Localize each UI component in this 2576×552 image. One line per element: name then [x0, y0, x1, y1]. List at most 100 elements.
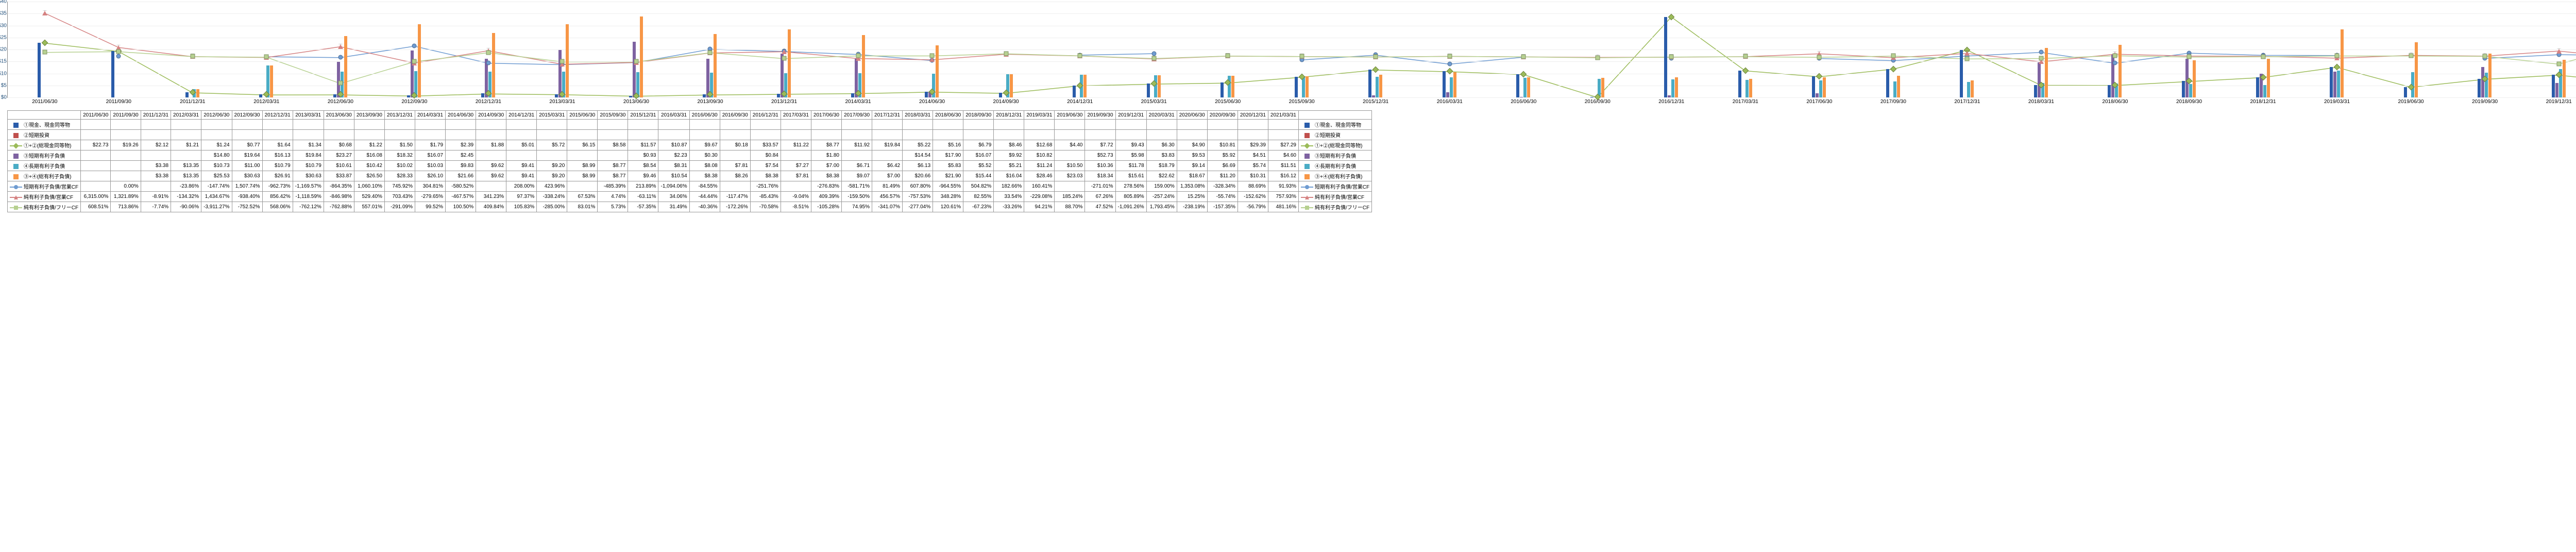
bar-s4 [558, 50, 562, 97]
x-label: 2012/09/30 [401, 99, 427, 105]
bar-s5 [1228, 76, 1231, 97]
x-label: 2018/03/31 [2028, 99, 2054, 105]
bar-s5 [1450, 77, 1453, 97]
bar-s1 [185, 92, 189, 97]
bar-s6 [2045, 48, 2048, 97]
row-s1: ①現金、現金同等物①現金、現金同等物 [8, 120, 1372, 130]
bar-s6 [1231, 76, 1234, 97]
marker-s9 [1817, 55, 1822, 59]
bar-s4 [1446, 92, 1449, 97]
x-label: 2018/09/30 [2176, 99, 2202, 105]
bar-s1 [703, 94, 706, 97]
bar-s1 [1368, 70, 1371, 97]
bar-s1 [999, 93, 1002, 97]
marker-s9 [930, 53, 935, 58]
bar-s6 [862, 35, 865, 97]
row-s5: ④長期有利子負債$3.38$13.35$10.73$11.00$10.79$10… [8, 161, 1372, 171]
bar-s5 [1893, 81, 1896, 97]
x-label: 2014/03/31 [845, 99, 871, 105]
marker-s3 [1742, 67, 1749, 74]
marker-s8 [2556, 48, 2562, 54]
bar-s6 [1306, 76, 1309, 97]
bar-s1 [2478, 79, 2481, 97]
bar-s6 [418, 24, 421, 97]
bar-s1 [259, 94, 262, 97]
bar-s6 [270, 65, 273, 97]
bar-s6 [2563, 60, 2566, 97]
bar-s4 [1668, 95, 1671, 97]
bar-s6 [1527, 77, 1530, 97]
marker-s9 [2261, 54, 2265, 59]
x-label: 2017/03/31 [1733, 99, 1758, 105]
marker-s9 [1151, 56, 1156, 61]
x-label: 2014/06/30 [919, 99, 945, 105]
bar-s1 [1664, 17, 1667, 97]
marker-s3 [1668, 14, 1675, 21]
x-label: 2019/09/30 [2472, 99, 2498, 105]
bar-s1 [1738, 71, 1741, 97]
bar-s1 [38, 43, 41, 97]
marker-s7 [2113, 61, 2117, 65]
bar-s6 [196, 89, 199, 97]
x-label: 2015/06/30 [1215, 99, 1241, 105]
marker-s9 [2039, 56, 2043, 60]
bar-s1 [1147, 83, 1150, 97]
bar-s4 [411, 51, 414, 97]
marker-s9 [412, 59, 417, 64]
bar-s1 [111, 51, 114, 97]
marker-s9 [856, 53, 860, 58]
x-label: 2017/09/30 [1880, 99, 1906, 105]
bar-s6 [2267, 59, 2270, 97]
marker-s9 [1374, 55, 1378, 59]
bar-s6 [640, 16, 643, 97]
marker-s9 [1595, 55, 1600, 60]
bar-s1 [1886, 69, 1889, 97]
marker-s7 [338, 55, 343, 60]
bar-s1 [2182, 81, 2185, 97]
marker-s9 [782, 56, 787, 61]
marker-s3 [1816, 73, 1823, 80]
bar-s6 [1379, 75, 1382, 97]
x-label: 2019/03/31 [2324, 99, 2350, 105]
marker-s9 [560, 59, 565, 64]
marker-s7 [412, 44, 417, 48]
marker-s9 [2483, 54, 2487, 58]
bar-s1 [925, 92, 928, 97]
bar-s6 [2193, 60, 2196, 97]
bar-s1 [333, 94, 336, 97]
x-label: 2015/09/30 [1289, 99, 1315, 105]
x-label: 2013/09/30 [697, 99, 723, 105]
x-label: 2013/03/31 [549, 99, 575, 105]
marker-s9 [116, 49, 121, 54]
x-label: 2016/12/31 [1658, 99, 1684, 105]
marker-s9 [1004, 51, 1008, 56]
bar-s6 [566, 24, 569, 97]
marker-s3 [1890, 65, 1897, 72]
x-label: 2017/12/31 [1954, 99, 1980, 105]
x-label: 2014/09/30 [993, 99, 1019, 105]
x-label: 2018/12/31 [2250, 99, 2276, 105]
bar-s1 [2330, 67, 2333, 97]
bar-s5 [1376, 77, 1379, 97]
bar-s6 [1083, 75, 1087, 97]
marker-s9 [708, 50, 713, 55]
bar-s1 [481, 93, 484, 97]
row-s6: ③+④(総有利子負債)$3.38$13.35$25.53$30.63$26.91… [8, 171, 1372, 181]
bar-s6 [1749, 79, 1752, 97]
bar-s6 [2488, 54, 2492, 97]
bar-s1 [2034, 85, 2037, 97]
bar-s1 [851, 93, 854, 97]
marker-s9 [42, 50, 47, 55]
bar-s1 [1516, 74, 1519, 97]
x-label: 2011/09/30 [106, 99, 131, 105]
bar-s6 [344, 36, 347, 97]
bar-s1 [1221, 82, 1224, 97]
x-label: 2015/03/31 [1141, 99, 1167, 105]
bar-s6 [492, 33, 495, 97]
x-label: 2013/06/30 [623, 99, 649, 105]
y-axis-left: $0$5$10$15$20$25$30$35$40 [4, 2, 8, 97]
bar-s6 [1675, 77, 1678, 97]
bar-s4 [633, 42, 636, 97]
bar-s4 [1816, 93, 1819, 97]
bar-s5 [1967, 82, 1970, 97]
